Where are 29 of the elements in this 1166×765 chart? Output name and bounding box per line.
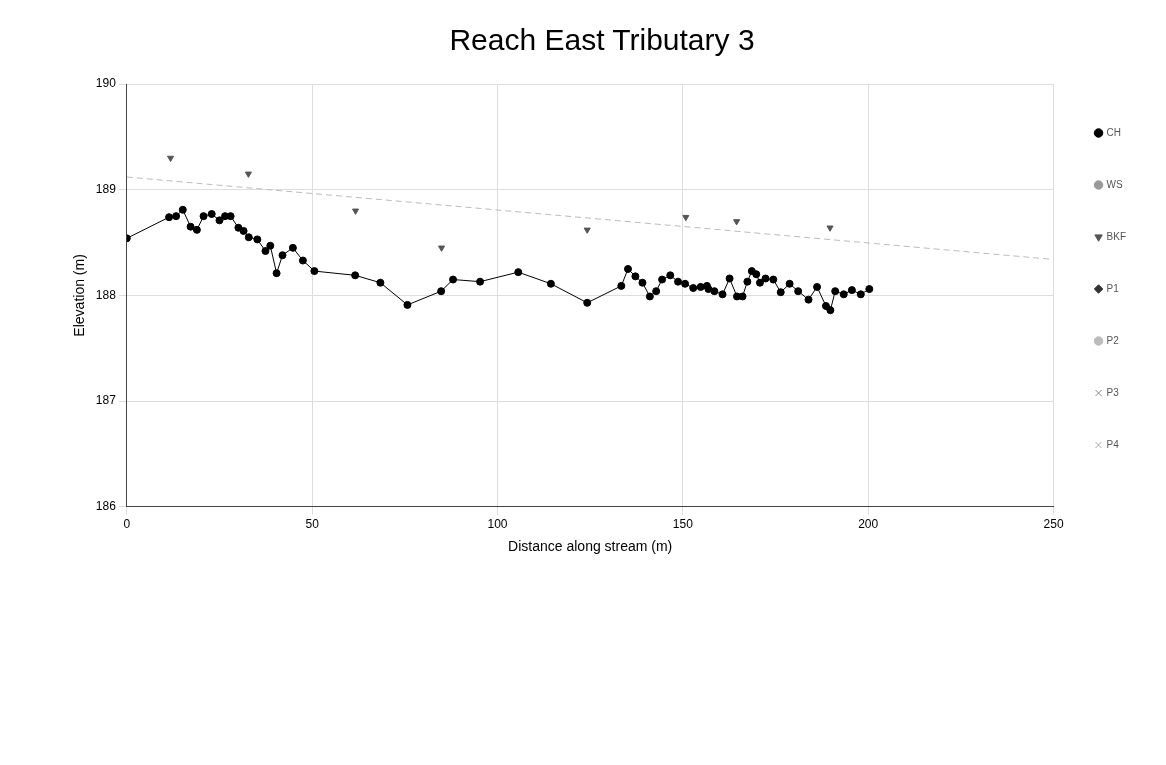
point <box>826 225 834 232</box>
y-tick-label: 188 <box>95 287 117 302</box>
y-tick-label: 187 <box>95 393 117 408</box>
x-tick-label: 50 <box>305 517 320 532</box>
legend-label: P2 <box>1106 334 1120 346</box>
point <box>682 214 690 222</box>
legend-label: P3 <box>1106 386 1120 398</box>
x-tick-label: 0 <box>123 517 131 532</box>
point <box>167 155 175 162</box>
point <box>244 171 252 178</box>
x-tick-label: 150 <box>672 517 694 532</box>
legend-label: BKF <box>1106 230 1126 242</box>
point <box>733 219 741 226</box>
x-tick-label: 100 <box>487 517 508 532</box>
legend-label: WS <box>1106 178 1123 190</box>
y-axis-title: Elevation (m) <box>71 254 88 337</box>
legend-label: P1 <box>1106 282 1120 294</box>
x-tick-label: 200 <box>858 517 879 532</box>
legend-label: CH <box>1106 126 1121 138</box>
legend-label: P4 <box>1106 438 1120 450</box>
x-tick-label: 250 <box>1043 517 1064 532</box>
chart-title: Reach East Tributary 3 <box>449 23 755 57</box>
y-tick-label: 190 <box>95 76 117 91</box>
point <box>438 245 446 252</box>
y-tick-label: 186 <box>95 499 117 514</box>
point <box>352 208 360 215</box>
x-axis-title: Distance along stream (m) <box>508 538 673 555</box>
point <box>583 227 591 234</box>
y-tick-label: 189 <box>95 182 117 197</box>
